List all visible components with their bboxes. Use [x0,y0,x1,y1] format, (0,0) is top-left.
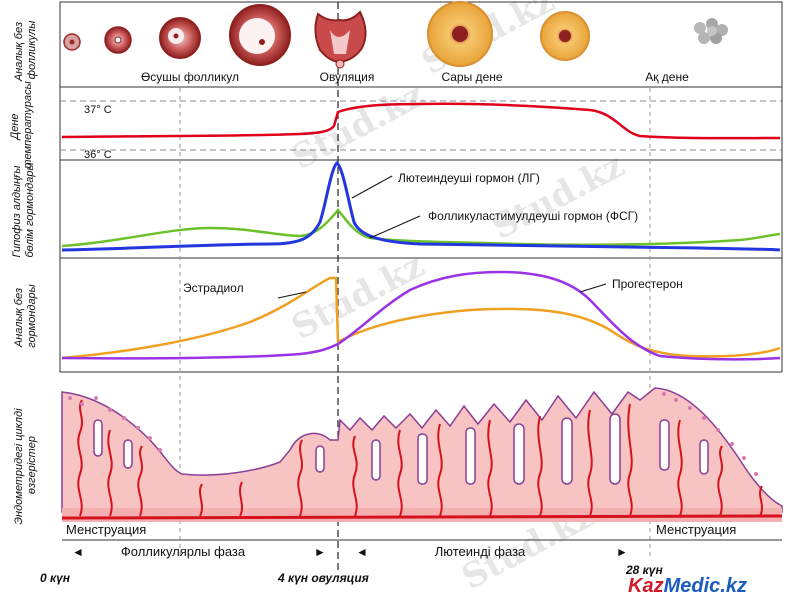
arrow-left-icon: ◄ [72,545,84,559]
basal-vessel [61,514,783,520]
temperature-panel: 37° С 36° С [60,100,782,161]
label-growing-follicle: Өсушы фолликул [141,70,239,84]
side-label-pituitary: Гипофиз алдыңғы бөлім гормондары [11,162,36,257]
side-label-endometrium: Эндометридегі циклді өзгерістер [13,405,38,524]
side-label-ovarian-hormones: Аналық без гормондары [13,284,38,348]
temp-37-label: 37° С [84,104,112,116]
growing-follicle-icon [63,4,291,66]
ovarian-hormones-panel: Эстрадиол Прогестерон [61,270,781,361]
lh-label: Лютеиндеуші гормон (ЛГ) [398,171,540,185]
corpus-albicans-icon [694,18,728,44]
ovulation-icon [314,10,367,69]
side-label-temperature: Дене температурасы [9,81,34,168]
timeline: 0 күн 4 күн овуляция 28 күн [40,563,663,585]
label-yellow-body: Сары дене [441,70,502,84]
fsh-curve [61,208,781,248]
pituitary-panel: Лютеиндеуші гормон (ЛГ) Фолликуластимулд… [61,161,781,252]
ovulation-day-label: 4 күн овуляция [277,571,369,585]
day28-label: 28 күн [625,563,663,577]
lh-curve [61,161,781,252]
arrow-right-icon: ► [314,545,326,559]
lh-pointer [351,175,393,199]
brand-text: KazMedic.kz [628,575,747,593]
estradiol-label: Эстрадиол [183,281,244,295]
fsh-label: Фолликуластимулдеуші гормон (ФСГ) [428,209,638,223]
spiral-arteries [77,399,763,517]
progesterone-pointer [579,283,607,293]
label-ovulation: Овуляция [320,70,375,84]
watermark: Stud.kz [285,75,430,178]
temperature-curve [61,102,781,140]
watermark: Stud.kz [485,145,630,248]
label-white-body: Ақ дене [645,70,689,84]
arrow-left-icon: ◄ [356,545,368,559]
glands [93,413,709,485]
phase-bar: Менструация Менструация ◄ Фолликулярлы ф… [62,522,782,559]
temp-36-label: 36° С [84,149,112,161]
fsh-pointer [369,215,421,239]
shedding-fragments [68,392,758,476]
luteal-phase-label: Лютеинді фаза [435,544,526,559]
ovary-stage-labels: Өсушы фолликул Овуляция Сары дене Ақ ден… [141,70,689,84]
side-labels: Аналық без фолликулы Дене температурасы … [9,19,38,525]
ovary-stages [63,1,728,69]
progesterone-curve [61,270,781,361]
brand-logo: KazMedic.kz [628,575,747,593]
day0-label: 0 күн [40,571,71,585]
estradiol-pointer [277,291,307,299]
side-label-ovary: Аналық без фолликулы [13,19,38,82]
progesterone-label: Прогестерон [612,277,683,291]
menstruation-start-label: Менструация [66,522,146,537]
menstruation-end-label: Менструация [656,522,736,537]
arrow-right-icon: ► [616,545,628,559]
estradiol-curve [61,276,781,360]
follicular-phase-label: Фолликулярлы фаза [121,544,246,559]
endometrium-panel [61,387,783,522]
corpus-luteum-icon [427,1,590,67]
